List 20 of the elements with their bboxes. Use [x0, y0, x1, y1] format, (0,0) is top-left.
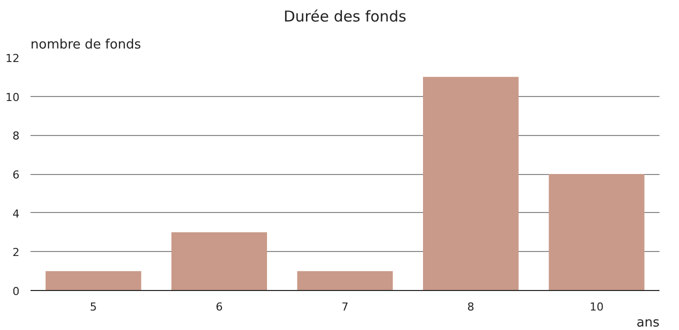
x-tick-label: 5	[90, 300, 97, 314]
y-tick-label: 12	[6, 52, 20, 65]
y-tick-label: 8	[12, 130, 20, 143]
y-tick-label: 2	[12, 246, 20, 260]
x-axis-title: ans	[636, 316, 660, 330]
y-tick-label: 6	[12, 168, 20, 182]
x-tick-label: 7	[342, 300, 348, 314]
bar	[171, 232, 268, 290]
bar	[548, 174, 644, 290]
bar	[422, 76, 519, 290]
chart-title: Durée des fonds	[284, 8, 407, 26]
bar	[46, 271, 142, 290]
x-tick-label: 6	[216, 300, 223, 314]
x-tick-label: 10	[590, 300, 604, 314]
y-axis-title: nombre de fonds	[30, 38, 142, 52]
x-tick-label: 8	[467, 300, 474, 314]
bar	[297, 271, 393, 290]
y-tick-label: 4	[12, 207, 20, 220]
y-tick-label: 10	[6, 90, 20, 104]
y-tick-label: 0	[12, 285, 20, 298]
